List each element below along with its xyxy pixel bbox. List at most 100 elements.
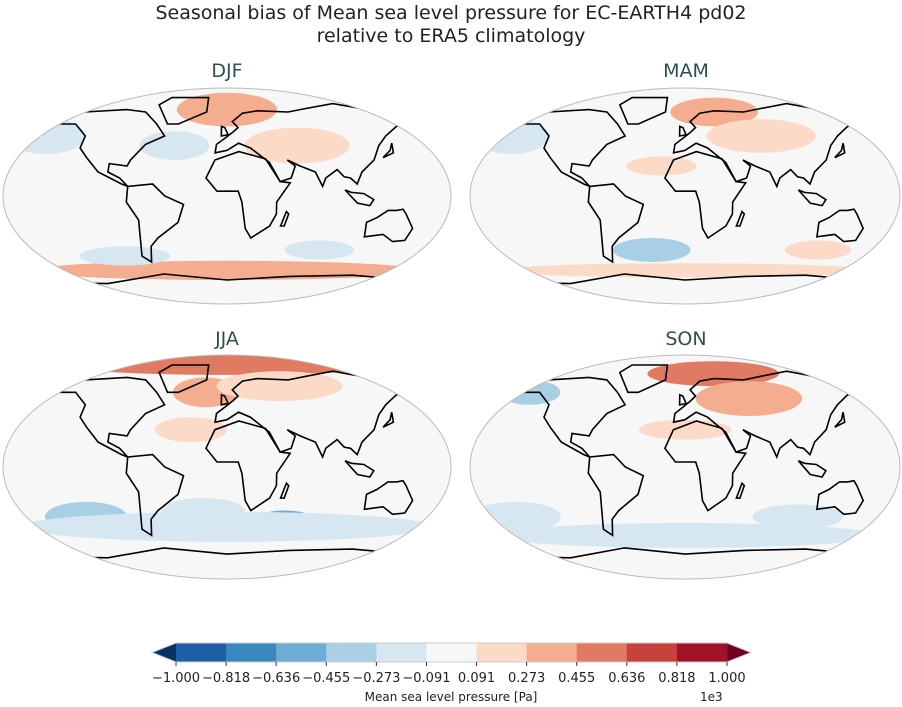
coastline-uk	[220, 125, 230, 137]
coastline-antarctica	[511, 273, 861, 285]
coastline-antarctica	[46, 547, 411, 559]
bias-region	[21, 511, 433, 542]
colorbar-tick-label: 1.000	[708, 671, 746, 686]
bias-region	[139, 131, 210, 161]
panel-title-djf: DJF	[211, 60, 243, 82]
figure-title: Seasonal bias of Mean sea level pressure…	[155, 2, 747, 24]
coastline-indonesia	[797, 460, 827, 478]
coastline-madagascar	[279, 481, 290, 499]
coastline-greenland	[618, 96, 669, 125]
coastline-samerica	[125, 453, 185, 537]
bias-region	[284, 240, 355, 260]
figure-subtitle: relative to ERA5 climatology	[316, 25, 586, 47]
colorbar-tick-label: −0.818	[202, 671, 251, 686]
colorbar-tick-label: −0.091	[402, 671, 451, 686]
coastline-namerica	[46, 108, 166, 188]
map-border	[469, 87, 901, 305]
coastline-africa	[205, 420, 292, 512]
panel-title-son: SON	[665, 328, 707, 350]
map-jja	[3, 355, 451, 579]
map-djf	[3, 88, 451, 304]
bias-region	[244, 127, 350, 164]
coastline-madagascar	[735, 210, 746, 227]
bias-region	[79, 246, 171, 266]
bias-region	[61, 355, 393, 375]
coastline-namerica	[46, 376, 166, 458]
coastline-africa	[663, 420, 748, 512]
bias-region	[34, 260, 420, 280]
coastline-namerica	[512, 108, 627, 188]
coastline-greenland	[158, 364, 210, 394]
coastline-japan	[382, 412, 395, 428]
coastline-samerica	[587, 183, 645, 264]
bias-region	[706, 119, 816, 153]
map-mam	[470, 88, 900, 304]
bias-region	[493, 523, 877, 548]
colorbar-bin	[276, 643, 327, 662]
bias-region	[612, 238, 691, 262]
colorbar-bin	[476, 643, 528, 662]
colorbar-under-arrow	[152, 643, 176, 662]
bias-region	[695, 381, 803, 416]
bias-region	[216, 371, 343, 402]
bias-region	[176, 92, 278, 127]
map-son	[470, 355, 900, 579]
colorbar-tick-label: 0.091	[457, 671, 496, 686]
colorbar-bin	[576, 643, 628, 662]
coastline-africa	[663, 150, 748, 240]
bias-region	[500, 263, 870, 278]
bias-region	[752, 504, 843, 530]
coastline-samerica	[587, 453, 645, 537]
map-border	[469, 354, 901, 580]
coastline-madagascar	[279, 210, 290, 227]
bias-region	[626, 156, 697, 176]
colorbar-tick-label: −0.636	[252, 671, 301, 686]
colorbar-bin	[626, 643, 678, 662]
colorbar-bin	[176, 643, 227, 662]
map-border	[2, 354, 452, 580]
coastline-australia	[815, 479, 865, 516]
colorbar-tick-label: 0.455	[558, 671, 596, 686]
colorbar-tick-label: 0.636	[608, 671, 646, 686]
coastline-antarctica	[46, 273, 411, 285]
colorbar-bin	[526, 643, 578, 662]
coastline-australia	[815, 208, 865, 243]
coastline-indonesia	[344, 189, 375, 207]
colorbar-tick-label: −0.455	[302, 671, 351, 686]
coastline-japan	[382, 143, 395, 159]
coastline-australia	[363, 479, 414, 516]
coastline-madagascar	[735, 481, 746, 499]
map-border	[2, 87, 452, 305]
colorbar-bin	[376, 643, 427, 662]
coastline-samerica	[125, 183, 185, 264]
bias-region	[154, 417, 227, 443]
colorbar-label: Mean sea level pressure [Pa]	[364, 690, 538, 704]
colorbar-over-arrow	[727, 643, 751, 662]
coastline-namerica	[512, 376, 627, 458]
colorbar-bin	[226, 643, 277, 662]
coastline-uk	[220, 393, 230, 406]
coastline-antarctica	[511, 547, 861, 559]
coastline-uk	[678, 125, 688, 137]
colorbar-bin	[676, 643, 728, 662]
bias-region	[784, 240, 852, 260]
coastline-japan	[834, 143, 846, 159]
coastline-africa	[205, 150, 292, 240]
colorbar-bin	[426, 643, 478, 662]
coastline-japan	[834, 412, 846, 428]
panel-title-mam: MAM	[663, 60, 709, 82]
colorbar-tick-label: 0.273	[508, 671, 546, 686]
colorbar-tick-label: 0.818	[658, 671, 696, 686]
coastline-greenland	[158, 96, 210, 125]
colorbar-tick-label: −0.273	[352, 671, 401, 686]
coastline-indonesia	[344, 460, 375, 478]
coastline-indonesia	[797, 189, 828, 207]
coastline-australia	[363, 208, 414, 243]
colorbar-multiplier: 1e3	[700, 690, 723, 704]
colorbar-tick-label: −1.000	[151, 671, 201, 686]
coastline-greenland	[618, 364, 669, 394]
panel-title-jja: JJA	[215, 328, 239, 350]
coastline-uk	[678, 393, 688, 406]
